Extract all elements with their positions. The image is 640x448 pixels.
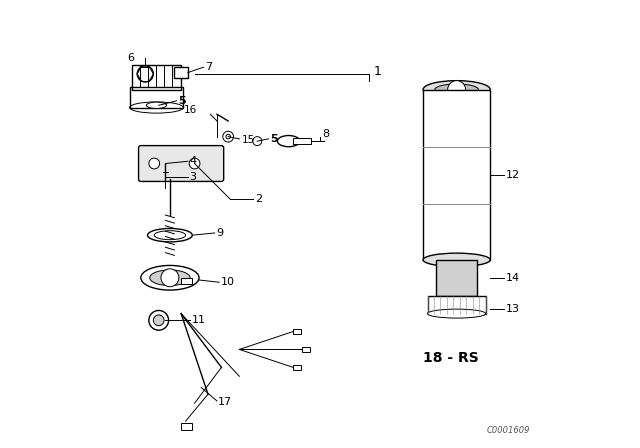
Circle shape xyxy=(161,269,179,287)
Bar xyxy=(293,365,301,370)
Text: 13: 13 xyxy=(506,304,520,314)
Ellipse shape xyxy=(150,270,190,286)
Text: 17: 17 xyxy=(218,397,232,407)
Circle shape xyxy=(223,131,234,142)
Circle shape xyxy=(149,310,168,330)
Text: 1: 1 xyxy=(374,65,381,78)
Text: 7: 7 xyxy=(205,62,212,72)
Text: 11: 11 xyxy=(191,315,205,325)
Ellipse shape xyxy=(423,253,490,267)
Text: C0001609: C0001609 xyxy=(487,426,531,435)
Text: 4: 4 xyxy=(189,156,196,166)
Ellipse shape xyxy=(428,309,486,318)
Text: 9: 9 xyxy=(216,228,223,238)
Circle shape xyxy=(154,315,164,326)
Text: 6: 6 xyxy=(127,53,134,63)
Text: 8: 8 xyxy=(323,129,330,139)
Ellipse shape xyxy=(278,135,300,147)
Text: 12: 12 xyxy=(506,170,520,180)
Bar xyxy=(428,296,486,314)
Circle shape xyxy=(149,158,159,169)
Text: 18 - RS: 18 - RS xyxy=(423,351,479,366)
Ellipse shape xyxy=(435,84,479,95)
Circle shape xyxy=(137,66,154,82)
Text: 10: 10 xyxy=(221,277,234,287)
Ellipse shape xyxy=(423,81,490,99)
Bar xyxy=(436,260,477,296)
Bar xyxy=(130,87,184,108)
Circle shape xyxy=(189,158,200,169)
Bar xyxy=(293,138,311,144)
FancyBboxPatch shape xyxy=(139,146,224,181)
Text: 16: 16 xyxy=(184,105,197,115)
Bar xyxy=(181,278,192,284)
Ellipse shape xyxy=(148,228,193,242)
Circle shape xyxy=(253,137,262,146)
Text: 14: 14 xyxy=(506,273,520,283)
Text: 5: 5 xyxy=(270,134,278,144)
Text: 5: 5 xyxy=(178,96,186,106)
Text: 15: 15 xyxy=(242,135,255,145)
Circle shape xyxy=(448,81,466,99)
Bar xyxy=(174,67,188,78)
Text: 3: 3 xyxy=(189,172,196,182)
Bar xyxy=(293,329,301,334)
Bar xyxy=(423,90,490,260)
Bar xyxy=(302,347,310,352)
Ellipse shape xyxy=(141,265,199,290)
Bar xyxy=(132,65,181,90)
Bar xyxy=(181,423,192,430)
Ellipse shape xyxy=(147,102,166,108)
Text: 2: 2 xyxy=(255,194,262,204)
